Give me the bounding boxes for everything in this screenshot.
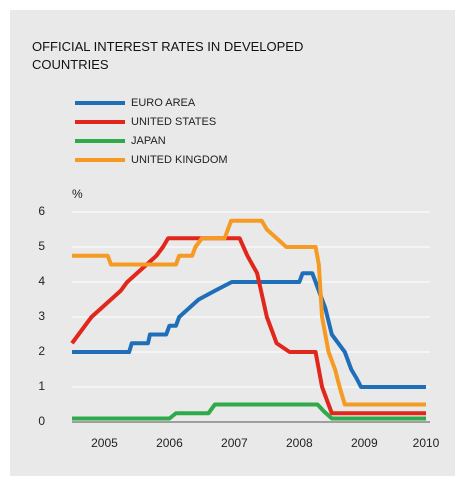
y-tick-label: 4 [38, 274, 45, 288]
chart-title: OFFICIAL INTEREST RATES IN DEVELOPED COUN… [32, 39, 303, 72]
x-tick-label: 2008 [286, 436, 313, 450]
y-tick-label: 6 [38, 204, 45, 218]
line [70, 236, 426, 416]
x-tick-label: 2007 [221, 436, 248, 450]
y-axis-label: % [72, 187, 83, 201]
line [72, 271, 426, 389]
legend-label: UNITED STATES [131, 116, 216, 128]
legend-label: JAPAN [131, 135, 166, 147]
x-tick-label: 2010 [413, 436, 440, 450]
y-tick-label: 5 [38, 239, 45, 253]
y-tick-label: 3 [38, 309, 45, 323]
y-tick-label: 0 [38, 414, 45, 428]
legend-label: UNITED KINGDOM [131, 154, 228, 166]
y-tick-label: 2 [38, 344, 45, 358]
y-tick-label: 1 [38, 379, 45, 393]
panel [10, 10, 455, 476]
line [72, 402, 426, 421]
x-tick-label: 2009 [351, 436, 378, 450]
x-tick-label: 2005 [91, 436, 118, 450]
legend-label: EURO AREA [131, 97, 196, 109]
x-tick-label: 2006 [156, 436, 183, 450]
line [72, 218, 426, 407]
